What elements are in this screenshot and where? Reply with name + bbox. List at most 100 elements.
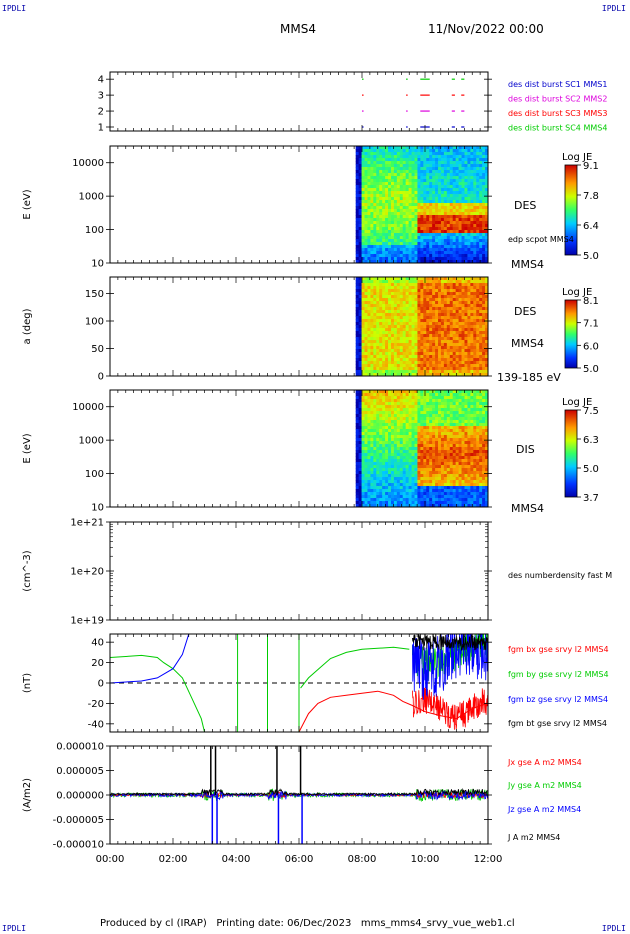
heatmap-cell xyxy=(423,286,427,290)
heatmap-cell xyxy=(379,373,383,377)
heatmap-cell xyxy=(364,200,368,204)
heatmap-cell xyxy=(361,230,366,234)
heatmap-cell xyxy=(467,191,471,195)
heatmap-cell xyxy=(379,191,383,195)
heatmap-cell xyxy=(379,504,383,508)
heatmap-cell xyxy=(396,346,401,350)
heatmap-cell xyxy=(482,257,486,261)
heatmap-cell xyxy=(417,152,421,156)
heatmap-cell xyxy=(473,152,477,156)
heatmap-cell xyxy=(364,152,368,156)
heatmap-cell xyxy=(396,501,401,505)
heatmap-cell xyxy=(370,456,374,460)
heatmap-cell xyxy=(420,501,424,505)
heatmap-cell xyxy=(455,396,460,400)
heatmap-cell xyxy=(370,417,374,421)
heatmap-cell xyxy=(423,483,427,487)
heatmap-cell xyxy=(426,355,430,359)
heatmap-cell xyxy=(373,242,377,246)
heatmap-cell xyxy=(358,251,363,255)
heatmap-cell xyxy=(367,429,371,433)
heatmap-cell xyxy=(417,260,421,264)
heatmap-cell xyxy=(476,370,480,374)
heatmap-cell xyxy=(364,414,368,418)
heatmap-cell xyxy=(355,364,360,368)
heatmap-cell xyxy=(376,453,380,457)
heatmap-cell xyxy=(388,167,392,171)
heatmap-cell xyxy=(358,280,363,284)
heatmap-cell xyxy=(414,399,418,403)
heatmap-cell xyxy=(382,325,386,329)
heatmap-cell xyxy=(361,209,366,213)
heatmap-cell xyxy=(440,313,445,317)
heatmap-cell xyxy=(455,227,460,231)
heatmap-cell xyxy=(420,337,424,341)
heatmap-cell xyxy=(361,170,366,174)
heatmap-cell xyxy=(458,361,463,365)
heatmap-cell xyxy=(443,432,448,436)
heatmap-cell xyxy=(358,319,363,323)
heatmap-cell xyxy=(414,170,418,174)
heatmap-cell xyxy=(382,355,386,359)
heatmap-cell xyxy=(458,346,463,350)
heatmap-cell xyxy=(429,245,433,249)
heatmap-cell xyxy=(376,471,380,475)
heatmap-cell xyxy=(440,340,445,344)
heatmap-cell xyxy=(385,340,389,344)
heatmap-cell xyxy=(438,364,442,368)
heatmap-cell xyxy=(455,402,460,406)
heatmap-cell xyxy=(405,236,410,240)
heatmap-cell xyxy=(382,227,386,231)
heatmap-cell xyxy=(388,257,392,261)
heatmap-cell xyxy=(405,337,410,341)
heatmap-cell xyxy=(420,230,424,234)
heatmap-cell xyxy=(388,230,392,234)
heatmap-cell xyxy=(399,176,404,180)
heatmap-cell xyxy=(482,355,486,359)
heatmap-cell xyxy=(367,289,371,293)
heatmap-cell xyxy=(452,313,457,317)
heatmap-cell xyxy=(443,355,448,359)
heatmap-cell xyxy=(355,328,360,332)
heatmap-cell xyxy=(361,176,366,180)
heatmap-cell xyxy=(414,146,418,150)
heatmap-cell xyxy=(423,307,427,311)
heatmap-cell xyxy=(376,489,380,493)
heatmap-cell xyxy=(402,158,407,162)
heatmap-cell xyxy=(455,212,460,216)
heatmap-cell xyxy=(370,161,374,165)
heatmap-cell xyxy=(426,465,430,469)
heatmap-cell xyxy=(420,414,424,418)
heatmap-cell xyxy=(443,191,448,195)
heatmap-cell xyxy=(408,167,413,171)
heatmap-cell xyxy=(429,393,433,397)
heatmap-cell xyxy=(355,504,360,508)
heatmap-cell xyxy=(476,364,480,368)
heatmap-cell xyxy=(385,489,389,493)
heatmap-cell xyxy=(435,343,439,347)
heatmap-cell xyxy=(435,447,439,451)
heatmap-cell xyxy=(408,346,413,350)
heatmap-cell xyxy=(432,352,436,356)
heatmap-cell xyxy=(414,221,418,225)
y-tick-label: 150 xyxy=(85,289,104,300)
heatmap-cell xyxy=(376,429,380,433)
heatmap-cell xyxy=(388,450,392,454)
heatmap-cell xyxy=(473,316,477,320)
heatmap-cell xyxy=(426,304,430,308)
heatmap-cell xyxy=(429,221,433,225)
heatmap-cell xyxy=(435,257,439,261)
heatmap-cell xyxy=(376,399,380,403)
heatmap-cell xyxy=(411,215,415,219)
heatmap-cell xyxy=(385,325,389,329)
heatmap-cell xyxy=(440,292,445,296)
heatmap-cell xyxy=(426,498,430,502)
heatmap-cell xyxy=(402,471,407,475)
heatmap-cell xyxy=(435,414,439,418)
heatmap-cell xyxy=(402,233,407,237)
heatmap-cell xyxy=(367,432,371,436)
heatmap-cell xyxy=(396,197,401,201)
heatmap-cell xyxy=(402,489,407,493)
heatmap-cell xyxy=(485,352,489,356)
heatmap-cell xyxy=(411,465,415,469)
